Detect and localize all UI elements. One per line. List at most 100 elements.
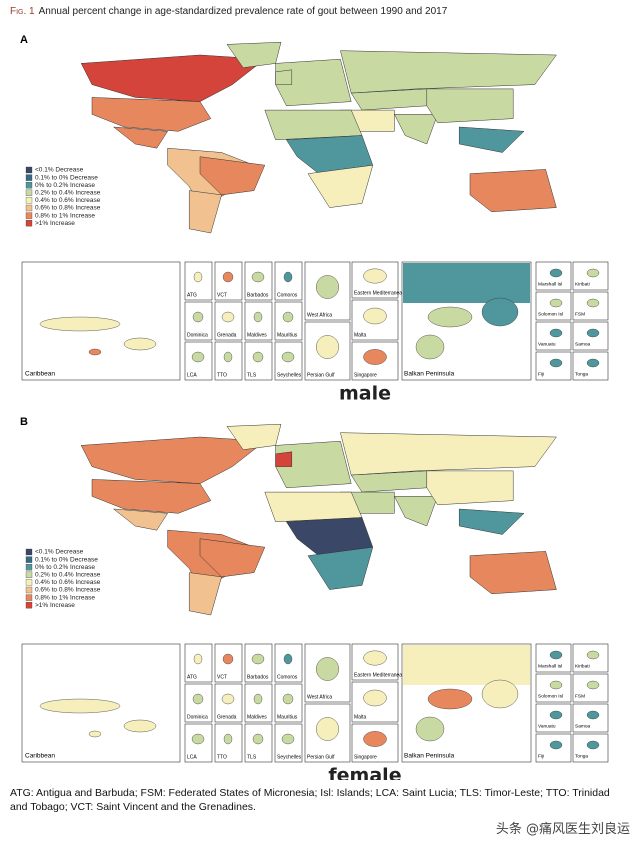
island-shape: [586, 680, 600, 690]
island-shape: [281, 351, 295, 363]
inset-label: TLS: [247, 372, 257, 378]
island-shape: [88, 730, 102, 738]
island-shape: [363, 349, 387, 365]
inset-label: ATG: [187, 292, 197, 298]
island-shape: [222, 653, 234, 665]
island-shape: [39, 316, 121, 332]
inset-label: Tonga: [575, 371, 588, 377]
island-shape: [123, 337, 157, 351]
island-shape: [586, 298, 600, 308]
country-argentina: [188, 572, 222, 616]
inset-label: Vanuatu: [538, 723, 556, 729]
inset-label: Solomon Isl: [538, 311, 563, 317]
legend-label: 0.2% to 0.4% Increase: [35, 190, 101, 197]
island-shape: [88, 348, 102, 356]
inset-label: Grenada: [217, 332, 237, 338]
island-shape: [253, 311, 263, 323]
inset-label: Kiribati: [575, 281, 590, 287]
inset-label: TTO: [217, 372, 227, 378]
island-shape: [192, 693, 204, 705]
legend-swatch: [25, 182, 33, 189]
island-shape: [223, 733, 233, 745]
country-china: [426, 470, 514, 506]
inset-label: TLS: [247, 754, 257, 760]
legend-swatch: [25, 220, 33, 227]
country-russia: [340, 50, 557, 94]
country-australia: [469, 551, 557, 595]
country-brazil: [199, 538, 266, 578]
country-india: [393, 496, 438, 527]
inset-region: [351, 681, 399, 723]
legend-label: 0.6% to 0.8% Increase: [35, 587, 101, 594]
island-shape: [251, 653, 265, 665]
legend-swatch: [25, 548, 33, 556]
legend-swatch: [25, 174, 33, 181]
footnote: ATG: Antigua and Barbuda; FSM: Federated…: [10, 787, 610, 813]
island-shape: [253, 693, 263, 705]
island-shape: [221, 693, 235, 705]
island-shape: [123, 719, 157, 733]
country-mexico: [112, 126, 169, 149]
country-russia: [340, 432, 557, 476]
island-shape: [192, 311, 204, 323]
legend-label: 0.4% to 0.6% Increase: [35, 579, 101, 586]
island-shape: [363, 307, 387, 325]
legend-swatch: [25, 564, 33, 571]
island-shape: [316, 275, 339, 299]
country-se-asia: [458, 508, 525, 535]
island-shape: [549, 680, 563, 690]
balkan-region: [403, 263, 530, 303]
island-shape: [316, 335, 339, 359]
figure-title: Fig. 1 Annual percent change in age-stand…: [10, 6, 447, 17]
legend-swatch: [25, 212, 33, 219]
island-shape: [252, 351, 264, 363]
legend-swatch: [25, 189, 33, 196]
title-text: Annual percent change in age-standardize…: [38, 6, 448, 17]
country-se-asia: [458, 126, 525, 153]
inset-label: Comoros: [277, 292, 298, 298]
legend-label: >1% Increase: [35, 602, 75, 609]
country-africa-s: [307, 164, 374, 208]
inset-label: Kiribati: [575, 663, 590, 669]
island-shape: [222, 271, 234, 283]
inset-label: Barbados: [247, 292, 269, 298]
balkan-region: [403, 645, 530, 685]
inset-label: ATG: [187, 674, 197, 680]
island-shape: [549, 650, 563, 660]
country-africa-s: [307, 546, 374, 590]
inset-small-island: [214, 301, 243, 341]
panel-caption: female: [328, 765, 401, 781]
country-usa: [91, 479, 212, 514]
inset-label: Mauritius: [277, 332, 298, 338]
country-china: [426, 88, 514, 124]
inset-label: VCT: [217, 674, 227, 680]
country-africa-n: [264, 109, 363, 141]
island-shape: [316, 717, 339, 741]
inset-label: Samoa: [575, 723, 591, 729]
island-shape: [586, 358, 600, 368]
island-shape: [191, 733, 205, 745]
inset-label: FSM: [575, 693, 585, 699]
legend-swatch: [25, 594, 33, 601]
country-uk: [275, 69, 293, 85]
legend-label: 0.8% to 1% Increase: [35, 212, 95, 219]
inset-label: Dominica: [187, 714, 208, 720]
island-shape: [316, 657, 339, 681]
inset-label: Seychelles: [277, 754, 302, 760]
inset-label: Samoa: [575, 341, 591, 347]
country-usa: [91, 97, 212, 132]
legend-swatch: [25, 556, 33, 563]
island-shape: [193, 653, 203, 665]
island-shape: [427, 306, 473, 328]
inset-label: Persian Gulf: [307, 372, 335, 378]
panel-caption: male: [339, 383, 391, 405]
legend-label: 0.1% to 0% Decrease: [35, 556, 98, 563]
legend-label: 0% to 0.2% Increase: [35, 182, 95, 189]
country-canada: [80, 436, 266, 484]
country-mexico: [112, 508, 169, 531]
inset-label: Fiji: [538, 371, 544, 377]
legend-label: 0% to 0.2% Increase: [35, 564, 95, 571]
inset-label: TTO: [217, 754, 227, 760]
